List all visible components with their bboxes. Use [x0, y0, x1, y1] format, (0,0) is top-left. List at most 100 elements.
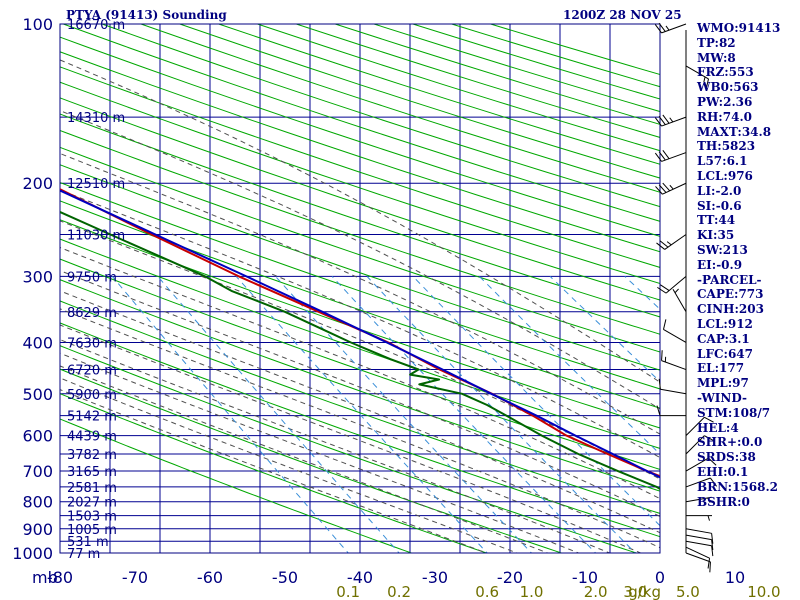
moist-adiabat-line — [60, 352, 580, 553]
moist-adiabat-line — [60, 59, 660, 383]
index-item: EI:-0.9 — [697, 257, 743, 272]
moist-adiabat-line — [60, 339, 611, 553]
mixing-ratio-line — [478, 276, 660, 455]
plot-frame — [59, 23, 661, 554]
moist-adiabat-line — [60, 389, 488, 553]
temperature-tick-label: -10 — [572, 568, 598, 587]
moist-adiabat-line — [60, 290, 660, 534]
wind-barb — [654, 150, 687, 162]
wind-barb-staff — [685, 496, 712, 503]
dry-adiabat-line — [60, 219, 660, 429]
wind-barb-staff — [661, 360, 687, 371]
wind-barb-staff — [685, 435, 705, 455]
wind-barb-staff — [685, 477, 711, 488]
dry-adiabat-line — [60, 279, 660, 492]
dry-adiabat-line — [60, 418, 413, 553]
wind-barb-staff — [662, 182, 687, 195]
profiles — [60, 188, 660, 491]
dry-adiabat-line — [60, 81, 660, 285]
indices-panel: WMO:91413 TP:82 MW:8 FRZ:553 WB0:563 PW:2.36 R… — [697, 21, 797, 509]
index-item: EHI:0.1 — [697, 464, 749, 479]
wind-barb-full — [711, 539, 714, 551]
temperature-tick-label: 10 — [725, 568, 745, 587]
wind-barb — [685, 477, 718, 488]
height-label: 5142 m — [67, 410, 117, 425]
height-label: 6720 m — [67, 364, 117, 379]
wind-barb-full — [657, 286, 667, 294]
index-item: EL:177 — [697, 361, 745, 376]
temperature-tick-label: -70 — [122, 568, 148, 587]
wind-barb-full — [654, 117, 662, 127]
station-title: PTYA (91413) Sounding — [66, 8, 227, 22]
wind-barb-full — [662, 182, 671, 192]
wind-barb-full — [656, 405, 661, 416]
mixing-ratio-label: 1.0 — [520, 583, 544, 600]
wind-barb-staff — [661, 116, 687, 127]
wind-barb — [658, 378, 687, 395]
height-label: 77 m — [67, 547, 100, 562]
pressure-unit-label: mb — [32, 568, 58, 587]
moist-adiabat-line — [60, 220, 660, 480]
wind-barb-staff — [685, 534, 712, 541]
wind-barb — [656, 405, 686, 417]
moist-adiabat-line — [60, 110, 660, 410]
index-item: FRZ:553 — [697, 65, 754, 80]
index-item: RH:74.0 — [697, 109, 752, 124]
wind-barb-staff — [663, 329, 687, 343]
dry-adiabat-line — [60, 66, 660, 268]
height-label: 5900 m — [67, 388, 117, 403]
index-item: KI:35 — [697, 228, 735, 243]
wind-barb-staff — [685, 65, 709, 80]
dry-adiabat-line — [60, 258, 660, 470]
dry-adiabat-line — [60, 97, 660, 301]
wind-barb-staff — [660, 388, 687, 395]
index-item: WMO:91413 — [697, 21, 781, 35]
temperature-tick-label: -60 — [197, 568, 223, 587]
mixing-ratio-label: 2.0 — [584, 583, 608, 600]
index-item: MPL:97 — [697, 376, 749, 391]
dry-adiabat-line — [60, 36, 660, 237]
wind-barb-full — [708, 457, 717, 466]
mixing-ratio-label: 10.0 — [747, 583, 780, 600]
wind-barb-full — [704, 416, 714, 423]
wind-barb-half — [707, 497, 711, 503]
wind-barb — [685, 528, 714, 544]
wind-barb-staff — [685, 457, 709, 472]
dry-adiabat-line — [60, 113, 660, 318]
dry-adiabat-line — [60, 322, 660, 538]
pressure-tick-label: 100 — [22, 15, 53, 34]
pressure-tick-label: 300 — [22, 267, 53, 286]
wind-barb — [654, 114, 687, 127]
mixing-ratio-line — [157, 276, 400, 553]
wind-barb-full — [658, 378, 661, 390]
pressure-tick-label: 500 — [22, 385, 53, 404]
wind-barb-full — [658, 184, 667, 193]
wind-barb-full — [711, 533, 714, 544]
wind-barb-half — [703, 76, 706, 83]
wind-barb — [661, 350, 687, 371]
wind-barb-full — [704, 435, 714, 442]
wind-barb-full — [658, 151, 666, 161]
wind-barb-full — [658, 116, 666, 125]
moist-adiabat-line — [60, 377, 519, 553]
height-label: 531 m — [67, 535, 109, 550]
temperature-tick-label: -50 — [272, 568, 298, 587]
dry-adiabat-line — [60, 164, 660, 371]
wind-barb-half — [707, 515, 710, 521]
wind-barb-staff — [661, 23, 687, 34]
wind-barb-half — [669, 117, 674, 123]
dry-adiabat-line — [60, 129, 660, 335]
dry-adiabat-line — [60, 146, 660, 353]
height-label: 2027 m — [67, 496, 117, 511]
wind-barb-staff — [664, 234, 687, 250]
height-label: 9750 m — [67, 270, 117, 285]
wind-barb-full — [711, 545, 714, 557]
wind-barb-staff — [661, 152, 687, 162]
wind-barb-staff — [672, 289, 687, 313]
dry-adiabat-line — [60, 345, 639, 553]
dry-adiabat-line — [60, 238, 660, 449]
valid-time: 1200Z 28 NOV 25 — [563, 8, 682, 22]
pressure-tick-label: 700 — [22, 462, 53, 481]
wind-barb — [685, 496, 712, 503]
mixing-ratio-line — [366, 276, 637, 553]
